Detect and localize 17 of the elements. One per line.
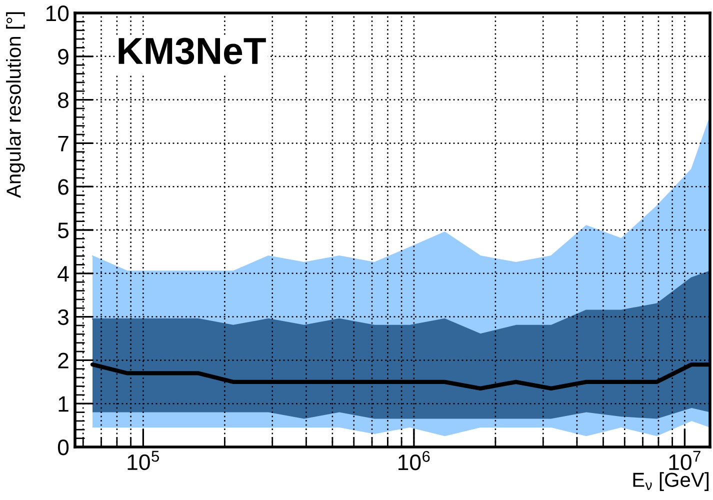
y-axis-title: Angular resolution [°] — [6, 12, 25, 198]
y-tick-label: 0 — [58, 440, 69, 456]
y-tick-label: 5 — [58, 222, 69, 238]
y-tick-label: 3 — [58, 309, 68, 326]
x-tick-label: 10$^{6}$ — [398, 450, 430, 470]
y-tick-label: 6 — [58, 179, 68, 195]
x-tick-label: 10$^{7}$ — [669, 450, 700, 470]
y-tick-label: 1 — [58, 396, 68, 412]
annotation: KM3NeT — [118, 38, 266, 64]
y-tick-label: 2 — [58, 352, 68, 368]
y-tick-label: 10 — [46, 6, 69, 22]
x-axis-title: E$_{ν}$ [GeV] — [633, 472, 709, 491]
y-tick-label: 9 — [58, 48, 68, 65]
x-tick-label: 10$^{5}$ — [128, 450, 159, 470]
y-tick-label: 7 — [58, 136, 68, 152]
y-tick-label: 4 — [58, 266, 69, 282]
y-tick-label: 8 — [58, 92, 68, 108]
